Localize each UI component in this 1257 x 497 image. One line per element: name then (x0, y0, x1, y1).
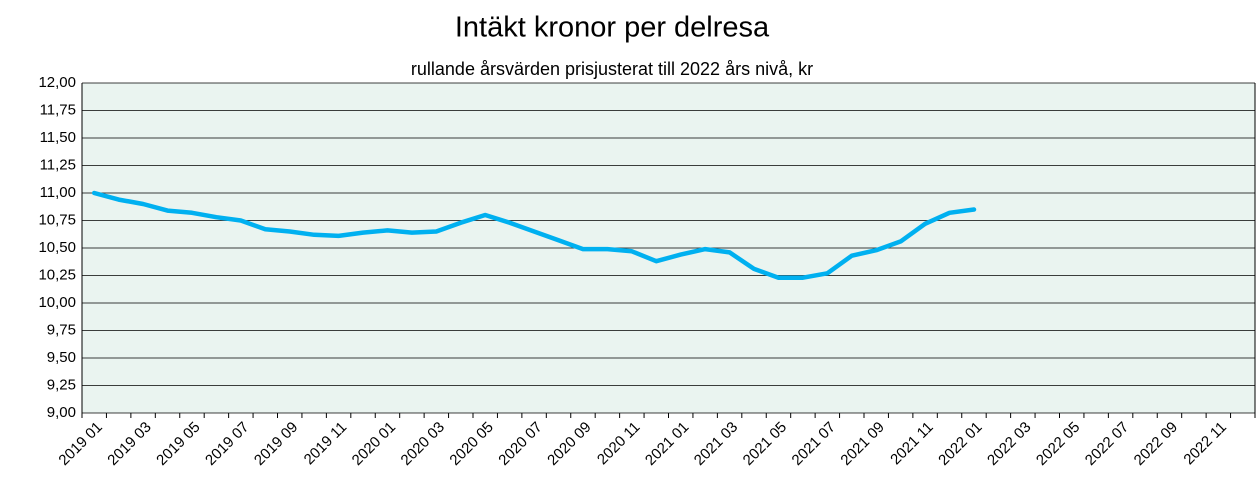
x-tick-label: 2021 07 (789, 419, 839, 469)
y-tick-label: 11,25 (40, 156, 76, 173)
x-tick-label: 2020 05 (446, 419, 496, 469)
chart-title: Intäkt kronor per delresa (455, 12, 770, 44)
y-tick-label: 9,00 (47, 404, 76, 421)
x-tick-label: 2019 01 (55, 419, 105, 469)
y-tick-label: 10,25 (38, 266, 76, 283)
x-tick-label: 2021 03 (691, 419, 741, 469)
x-tick-label: 2020 01 (349, 419, 399, 469)
chart-subtitle: rullande årsvärden prisjusterat till 202… (411, 59, 813, 79)
x-tick-label: 2022 01 (935, 419, 985, 469)
x-tick-label: 2019 05 (153, 419, 203, 469)
x-tick-label: 2022 07 (1082, 419, 1132, 469)
x-tick-label: 2022 03 (984, 419, 1034, 469)
y-tick-label: 11,75 (40, 101, 76, 118)
x-tick-label: 2019 09 (251, 419, 301, 469)
x-tick-label: 2021 11 (887, 419, 937, 469)
y-tick-label: 10,00 (38, 294, 76, 311)
x-tick-label: 2020 03 (398, 419, 448, 469)
x-tick-label: 2021 09 (837, 419, 887, 469)
y-tick-label: 9,50 (47, 349, 76, 366)
y-tick-label: 9,75 (47, 321, 76, 338)
x-tick-label: 2020 07 (495, 419, 545, 469)
data-line (91, 190, 977, 280)
y-tick-label: 9,25 (47, 376, 76, 393)
x-tick-label: 2021 05 (740, 419, 790, 469)
x-tick-label: 2019 07 (202, 419, 252, 469)
x-tick-label: 2022 05 (1033, 419, 1083, 469)
x-tick-label: 2020 11 (594, 419, 644, 469)
x-tick-label: 2022 11 (1180, 419, 1230, 469)
x-tick-label: 2020 09 (544, 419, 594, 469)
x-tick-label: 2019 03 (104, 419, 154, 469)
y-tick-label: 11,00 (40, 184, 76, 201)
y-tick-label: 12,00 (38, 74, 76, 91)
x-tick-label: 2021 01 (642, 419, 692, 469)
x-tick-label: 2019 11 (301, 419, 351, 469)
y-tick-label: 10,75 (38, 211, 76, 228)
y-tick-label: 11,50 (40, 129, 76, 146)
x-tick-label: 2022 09 (1131, 419, 1181, 469)
y-tick-label: 10,50 (38, 239, 76, 256)
